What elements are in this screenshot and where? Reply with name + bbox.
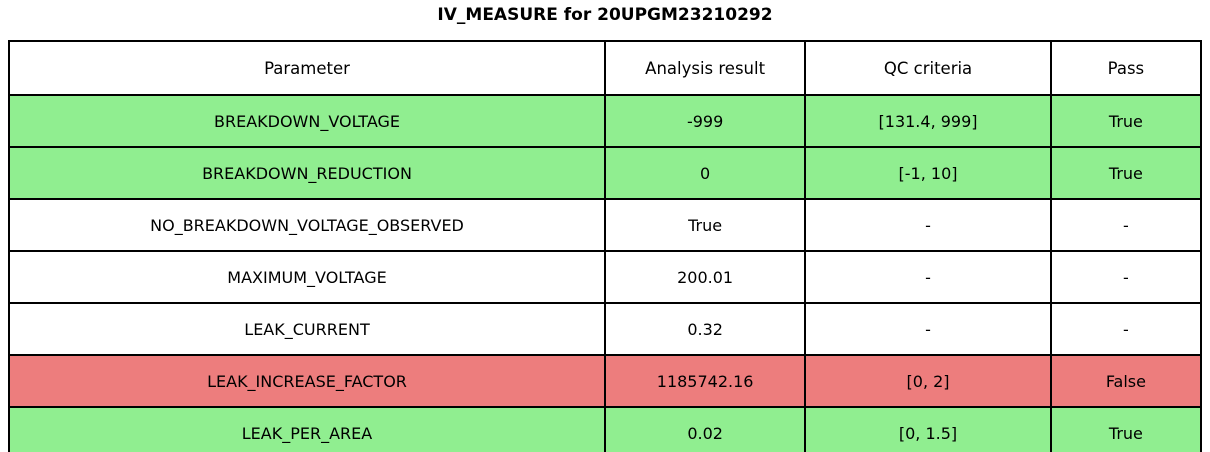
figure-title: IV_MEASURE for 20UPGM23210292 bbox=[437, 5, 773, 25]
cell-analysis-result: 0.32 bbox=[603, 302, 807, 356]
header-row: Parameter Analysis result QC criteria Pa… bbox=[8, 40, 1203, 96]
qc-results-table: Parameter Analysis result QC criteria Pa… bbox=[8, 40, 1203, 452]
cell-qc-criteria: [0, 2] bbox=[804, 354, 1052, 408]
cell-parameter: BREAKDOWN_VOLTAGE bbox=[8, 94, 606, 148]
table-header: Parameter Analysis result QC criteria Pa… bbox=[8, 40, 1203, 96]
cell-pass: False bbox=[1049, 354, 1203, 408]
table-row: LEAK_INCREASE_FACTOR 1185742.16 [0, 2] F… bbox=[8, 354, 1203, 408]
cell-qc-criteria: - bbox=[804, 302, 1052, 356]
column-header-qc-criteria: QC criteria bbox=[804, 40, 1052, 96]
cell-pass: True bbox=[1049, 406, 1203, 452]
column-header-pass: Pass bbox=[1049, 40, 1203, 96]
cell-qc-criteria: - bbox=[804, 250, 1052, 304]
table-row: NO_BREAKDOWN_VOLTAGE_OBSERVED True - - bbox=[8, 198, 1203, 252]
column-header-analysis-result: Analysis result bbox=[603, 40, 807, 96]
cell-parameter: LEAK_INCREASE_FACTOR bbox=[8, 354, 606, 408]
table-row: LEAK_PER_AREA 0.02 [0, 1.5] True bbox=[8, 406, 1203, 452]
cell-analysis-result: 0 bbox=[603, 146, 807, 200]
table-row: BREAKDOWN_REDUCTION 0 [-1, 10] True bbox=[8, 146, 1203, 200]
table-row: LEAK_CURRENT 0.32 - - bbox=[8, 302, 1203, 356]
cell-parameter: NO_BREAKDOWN_VOLTAGE_OBSERVED bbox=[8, 198, 606, 252]
table-row: MAXIMUM_VOLTAGE 200.01 - - bbox=[8, 250, 1203, 304]
cell-pass: - bbox=[1049, 250, 1203, 304]
cell-pass: True bbox=[1049, 94, 1203, 148]
cell-qc-criteria: [0, 1.5] bbox=[804, 406, 1052, 452]
cell-analysis-result: True bbox=[603, 198, 807, 252]
cell-analysis-result: 0.02 bbox=[603, 406, 807, 452]
table-body: BREAKDOWN_VOLTAGE -999 [131.4, 999] True… bbox=[8, 94, 1203, 452]
cell-parameter: MAXIMUM_VOLTAGE bbox=[8, 250, 606, 304]
table-row: BREAKDOWN_VOLTAGE -999 [131.4, 999] True bbox=[8, 94, 1203, 148]
cell-analysis-result: 1185742.16 bbox=[603, 354, 807, 408]
cell-pass: - bbox=[1049, 198, 1203, 252]
cell-qc-criteria: - bbox=[804, 198, 1052, 252]
cell-qc-criteria: [-1, 10] bbox=[804, 146, 1052, 200]
cell-analysis-result: -999 bbox=[603, 94, 807, 148]
cell-parameter: LEAK_PER_AREA bbox=[8, 406, 606, 452]
cell-parameter: BREAKDOWN_REDUCTION bbox=[8, 146, 606, 200]
cell-parameter: LEAK_CURRENT bbox=[8, 302, 606, 356]
cell-qc-criteria: [131.4, 999] bbox=[804, 94, 1052, 148]
cell-pass: True bbox=[1049, 146, 1203, 200]
column-header-parameter: Parameter bbox=[8, 40, 606, 96]
cell-pass: - bbox=[1049, 302, 1203, 356]
cell-analysis-result: 200.01 bbox=[603, 250, 807, 304]
